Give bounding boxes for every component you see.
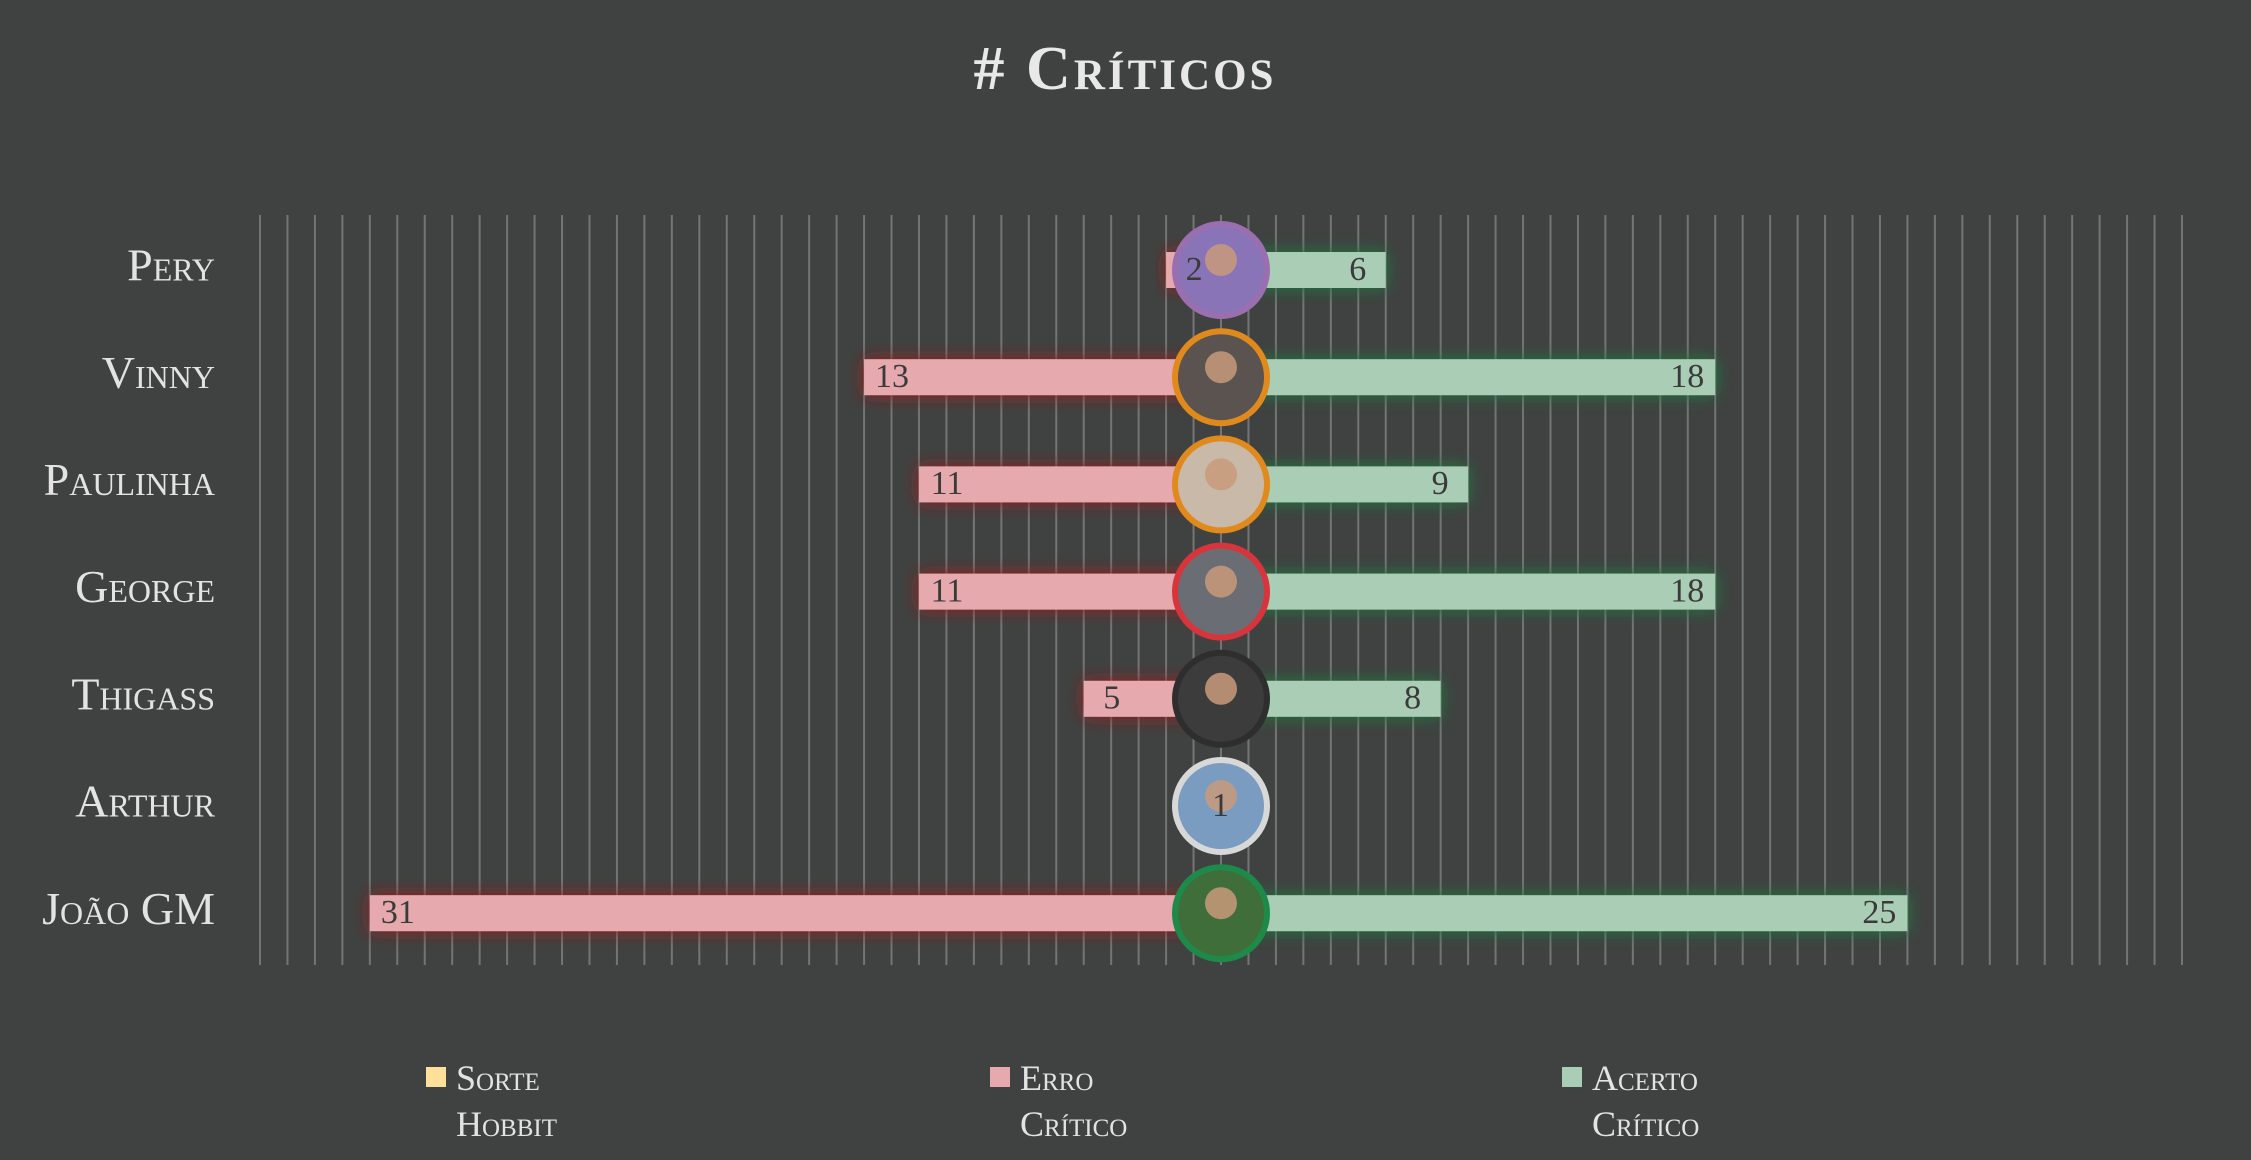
data-label: 8 bbox=[1404, 680, 1421, 717]
data-label: 25 bbox=[1862, 894, 1896, 931]
data-label: 2 bbox=[1186, 251, 1203, 288]
data-label: 1 bbox=[1212, 787, 1229, 824]
data-label: 6 bbox=[1349, 251, 1366, 288]
data-label: 18 bbox=[1670, 358, 1704, 395]
legend-label: Acerto Crítico bbox=[1592, 1058, 1700, 1144]
y-tick-label: Vinny bbox=[102, 347, 215, 398]
data-label: 11 bbox=[931, 465, 964, 502]
chart-title: # Críticos bbox=[974, 35, 1277, 103]
bar bbox=[1221, 573, 1716, 610]
avatar-face bbox=[1205, 565, 1237, 598]
legend: Sorte Hobbit Erro Crítico Acerto Crítico bbox=[0, 1055, 2251, 1155]
data-label: 11 bbox=[931, 572, 964, 609]
bar bbox=[369, 895, 1221, 932]
y-tick-label: João GM bbox=[42, 883, 215, 934]
bar bbox=[864, 359, 1221, 396]
bar bbox=[918, 466, 1221, 503]
legend-item: Sorte Hobbit bbox=[426, 1055, 596, 1147]
bar bbox=[1221, 359, 1716, 396]
data-label: 9 bbox=[1432, 465, 1449, 502]
avatar-face bbox=[1205, 887, 1237, 920]
data-label: 31 bbox=[381, 894, 415, 931]
avatar-face bbox=[1205, 351, 1237, 384]
y-tick-label: Pery bbox=[127, 240, 215, 291]
legend-swatch bbox=[1562, 1067, 1582, 1087]
data-label: 13 bbox=[875, 358, 909, 395]
legend-label: Erro Crítico bbox=[1020, 1058, 1128, 1144]
legend-item: Acerto Crítico bbox=[1562, 1055, 1732, 1147]
y-tick-label: Paulinha bbox=[44, 454, 215, 505]
avatar-face bbox=[1205, 672, 1237, 705]
legend-swatch bbox=[426, 1067, 446, 1087]
y-tick-label: Thigass bbox=[71, 668, 215, 719]
legend-label: Sorte Hobbit bbox=[456, 1058, 557, 1144]
data-label: 5 bbox=[1103, 680, 1120, 717]
avatar-face bbox=[1205, 244, 1237, 276]
data-label: 18 bbox=[1670, 572, 1704, 609]
y-tick-label: Arthur bbox=[75, 776, 215, 827]
avatar-face bbox=[1205, 780, 1237, 812]
bar bbox=[1221, 895, 1908, 932]
legend-swatch bbox=[990, 1067, 1010, 1087]
avatar-face bbox=[1205, 458, 1237, 491]
bar bbox=[918, 573, 1221, 610]
legend-item: Erro Crítico bbox=[990, 1055, 1160, 1147]
y-tick-label: George bbox=[75, 561, 215, 612]
